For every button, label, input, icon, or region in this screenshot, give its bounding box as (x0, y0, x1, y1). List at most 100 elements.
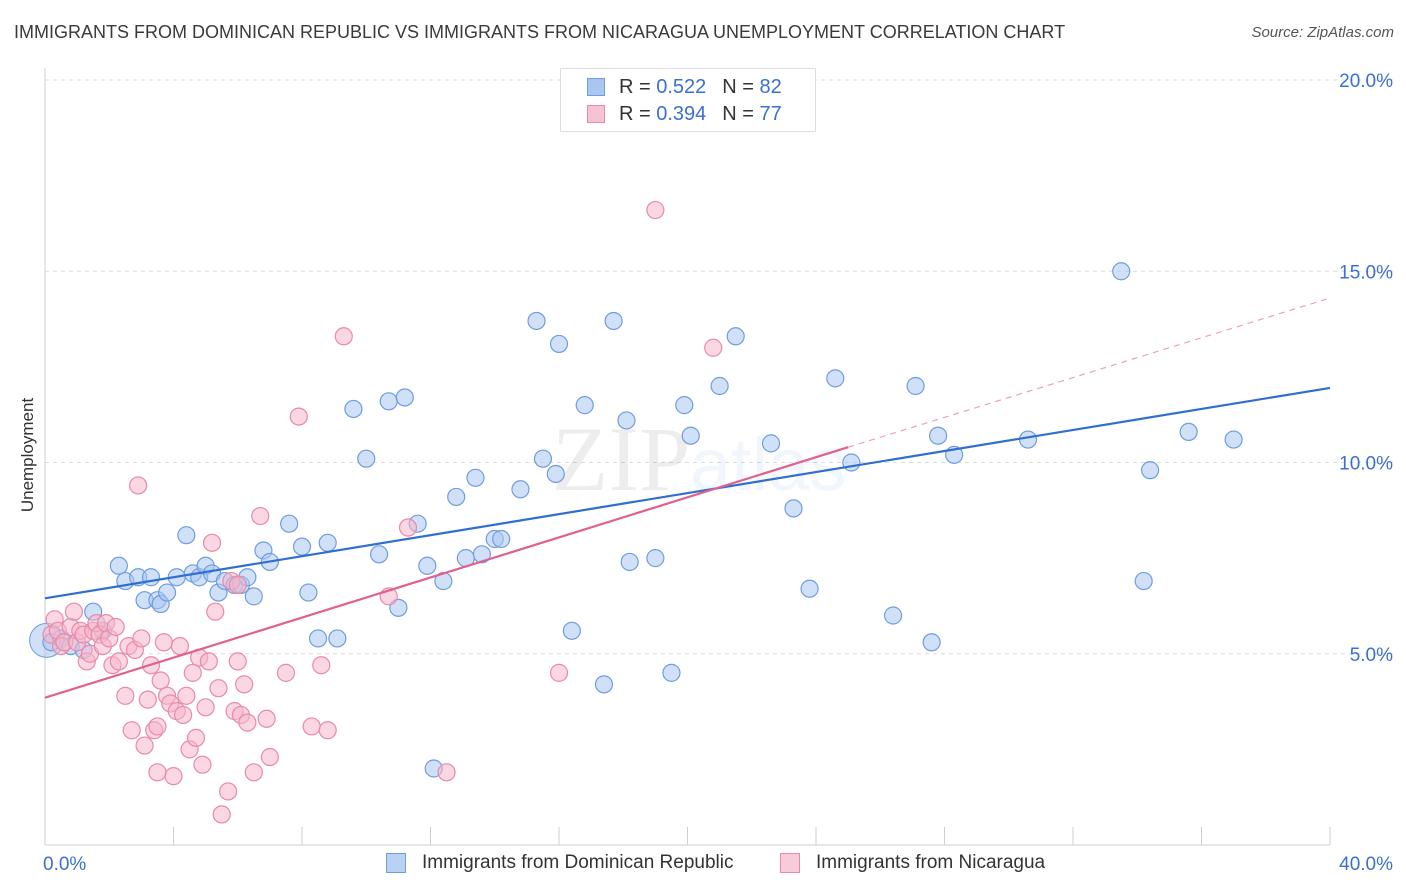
nicaragua-point (206, 602, 225, 621)
nicaragua-point (260, 747, 279, 767)
nicaragua-point (109, 652, 128, 671)
dominican-point (922, 633, 941, 652)
dominican-point (292, 537, 312, 556)
nicaragua-point (312, 656, 331, 675)
y-tick-label: 20.0% (1339, 71, 1393, 92)
watermark: ZIPatlas (552, 408, 846, 510)
nicaragua-point (238, 713, 257, 732)
dominican-point (379, 392, 398, 411)
dominican-point (842, 453, 861, 472)
dominican-point (546, 464, 565, 484)
legend-n-label: N = (722, 102, 754, 125)
legend-row-dominican: R = 0.522 N = 82 (587, 75, 782, 99)
chart-title: IMMIGRANTS FROM DOMINICAN REPUBLIC VS IM… (14, 22, 1066, 42)
legend-n-label: N = (722, 75, 754, 98)
nicaragua-point (64, 602, 84, 621)
nicaragua-point (334, 327, 353, 346)
legend-n-value: 77 (759, 102, 782, 125)
dominican-point (620, 552, 639, 572)
legend-swatch-blue (587, 78, 605, 96)
dominican-point (1018, 430, 1038, 449)
legend-r-label: R = (619, 75, 651, 98)
dominican-point (280, 514, 299, 533)
dominican-point (370, 545, 389, 564)
legend-r-value: 0.522 (656, 75, 707, 98)
dominican-point (928, 426, 948, 445)
x-tick-label: 40.0% (1339, 854, 1393, 875)
nicaragua-point (183, 663, 202, 682)
bottom-legend-label: Immigrants from Nicaragua (816, 852, 1046, 873)
bottom-legend-label: Immigrants from Dominican Republic (422, 852, 734, 873)
dominican-point (761, 434, 781, 453)
legend-swatch-pink (587, 105, 605, 123)
dominican-point (157, 583, 177, 602)
nicaragua-point (235, 675, 254, 694)
legend-r-label: R = (619, 102, 651, 125)
dominican-point (906, 376, 925, 396)
nicaragua-point (177, 686, 196, 705)
dominican-point (472, 545, 491, 564)
nicaragua-point (549, 663, 569, 682)
nicaragua-point (148, 717, 167, 736)
nicaragua-point (148, 763, 167, 782)
nicaragua-point (646, 200, 665, 220)
dominican-point (562, 621, 581, 640)
dominican-point (308, 629, 328, 648)
nicaragua-point (174, 705, 193, 725)
nicaragua-point (398, 518, 418, 537)
nicaragua-point (186, 728, 206, 748)
nicaragua-point (276, 663, 296, 682)
dominican-point (177, 526, 196, 545)
dominican-point (418, 556, 437, 575)
nicaragua-point (302, 717, 321, 736)
nicaragua-point (318, 721, 337, 740)
bottom-legend-swatch-blue (386, 853, 406, 873)
legend-r-value: 0.394 (656, 102, 707, 125)
nicaragua-point (193, 755, 212, 774)
dominican-point (604, 311, 623, 331)
dominican-point (318, 533, 337, 552)
nicaragua-point (138, 690, 157, 709)
dominican-point (1140, 461, 1160, 480)
dominican-point (646, 549, 665, 568)
nicaragua-point (151, 671, 170, 690)
nicaragua-point (219, 782, 238, 801)
nicaragua-trend-line (44, 446, 849, 699)
nicaragua-trend-extension (847, 297, 1331, 448)
dominican-point (617, 411, 636, 430)
nicaragua-point (437, 763, 456, 782)
nicaragua-point (199, 652, 218, 671)
nicaragua-point (196, 698, 215, 717)
dominican-point (675, 396, 694, 415)
dominican-point (533, 449, 553, 468)
nicaragua-point (251, 506, 270, 526)
nicaragua-point (257, 709, 276, 728)
dominican-point (1134, 571, 1153, 591)
dominican-point (800, 579, 819, 598)
dominican-point (710, 376, 729, 396)
bottom-legend-swatch-pink (780, 853, 800, 873)
dominican-point (575, 396, 594, 415)
dominican-point (1112, 262, 1131, 281)
dominican-point (784, 499, 803, 518)
nicaragua-point (228, 575, 247, 595)
nicaragua-point (704, 338, 723, 357)
dominican-point (447, 487, 466, 507)
legend-n-value: 82 (759, 75, 782, 98)
nicaragua-point (212, 805, 231, 824)
nicaragua-point (202, 533, 222, 552)
legend-box: R = 0.522 N = 82 R = 0.394 N = 77 (560, 68, 816, 132)
x-tick-label: 0.0% (43, 854, 86, 875)
dominican-point (527, 311, 546, 331)
dominican-point (549, 334, 569, 354)
dominican-point (395, 388, 414, 407)
dominican-point (141, 568, 161, 587)
nicaragua-point (129, 476, 148, 495)
dominican-point (511, 480, 530, 499)
nicaragua-point (106, 617, 125, 637)
dominican-point (492, 529, 511, 549)
dominican-point (883, 606, 903, 625)
y-tick-label: 10.0% (1339, 454, 1393, 475)
dominican-point (1179, 422, 1198, 441)
